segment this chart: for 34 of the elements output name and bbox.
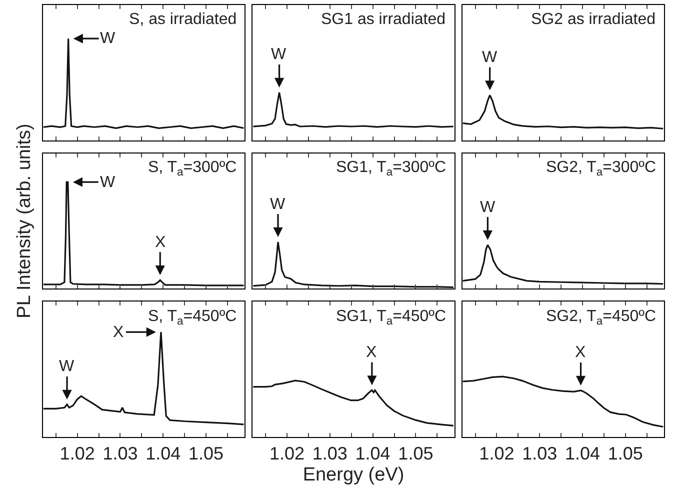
x-tick-label: 1.03 (522, 444, 558, 464)
x-tick-label: 1.02 (479, 444, 514, 464)
x-tick-label: 1.04 (564, 444, 600, 464)
chart-title: SG1 as irradiated (321, 11, 446, 28)
x-tick-label: 1.05 (608, 444, 643, 464)
annotation: X (155, 234, 166, 251)
chart-title: SG1, T$_{a}$=300ºC (336, 159, 446, 178)
chart-title: S, T$_{a}$=450ºC (148, 308, 237, 328)
chart-title: SG2, T$_{a}$=300ºC (546, 159, 656, 178)
x-axis-title: Energy (eV) (302, 464, 404, 486)
y-axis-title: PL Intensity (arb. units) (14, 124, 35, 318)
annotation: X (366, 344, 377, 361)
annotation: W (100, 30, 116, 47)
annotation: W (100, 174, 116, 191)
chart-title: SG2, T$_{a}$=450ºC (546, 308, 656, 328)
annotation: W (480, 199, 496, 216)
x-tick-label: 1.04 (146, 444, 181, 464)
annotation: W (270, 196, 286, 213)
annotation: W (59, 358, 75, 375)
x-tick-label: 1.04 (355, 444, 390, 464)
annotation: X (113, 324, 124, 341)
chart-title: S, T$_{a}$=300ºC (148, 159, 237, 178)
chart-title: SG2 as irradiated (531, 11, 656, 28)
x-tick-label: 1.05 (188, 444, 224, 464)
chart-title: SG1, T$_{a}$=450ºC (336, 308, 446, 328)
x-tick-label: 1.05 (398, 444, 434, 464)
annotation: W (482, 49, 498, 66)
annotation: W (271, 46, 287, 63)
x-tick-label: 1.03 (312, 444, 348, 464)
x-tick-label: 1.03 (102, 444, 138, 464)
annotation: X (575, 344, 586, 361)
chart-title: S, as irradiated (129, 11, 237, 28)
x-tick-label: 1.02 (269, 444, 305, 464)
x-tick-label: 1.02 (60, 444, 95, 464)
